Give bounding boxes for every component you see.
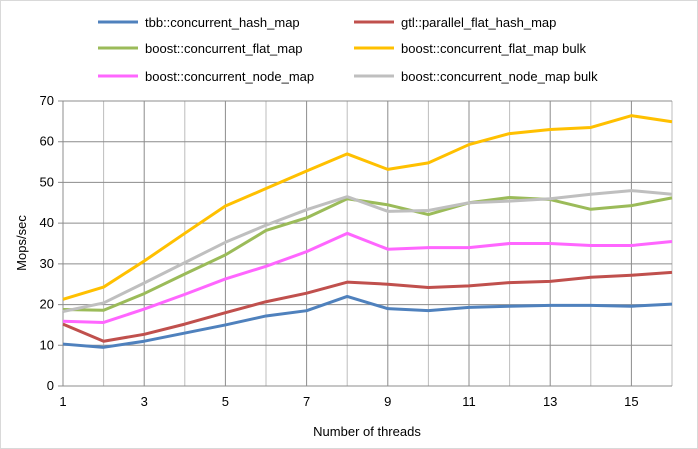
series-line-0 (62, 294, 673, 349)
legend-label: boost::concurrent_node_map bulk (401, 69, 598, 84)
y-tick-label: 20 (40, 297, 54, 312)
x-tick-label: 13 (543, 394, 557, 409)
series-line-2 (62, 195, 673, 312)
y-tick-label: 0 (47, 378, 54, 393)
series-lines (62, 114, 673, 349)
y-tick-label: 60 (40, 134, 54, 149)
y-tick-label: 70 (40, 93, 54, 108)
series-line-3 (62, 114, 673, 301)
y-tick-label: 10 (40, 337, 54, 352)
x-tick-label: 7 (303, 394, 310, 409)
x-tick-label: 1 (59, 394, 66, 409)
y-tick-label: 40 (40, 215, 54, 230)
legend: tbb::concurrent_hash_map gtl::parallel_fl… (98, 15, 598, 84)
x-tick-label: 11 (462, 394, 476, 409)
legend-label: tbb::concurrent_hash_map (145, 15, 300, 30)
x-tick-label: 15 (624, 394, 638, 409)
x-tick-label: 3 (141, 394, 148, 409)
series-line-5 (62, 189, 673, 313)
y-axis-label: Mops/sec (14, 215, 29, 271)
x-tick-label: 9 (384, 394, 391, 409)
y-tick-label: 50 (40, 174, 54, 189)
legend-label: boost::concurrent_node_map (145, 69, 314, 84)
y-tick-label: 30 (40, 256, 54, 271)
series-line-1 (62, 270, 673, 343)
legend-label: boost::concurrent_flat_map (145, 41, 303, 56)
x-tick-label: 5 (222, 394, 229, 409)
x-axis-label: Number of threads (313, 424, 421, 439)
legend-label: gtl::parallel_flat_hash_map (401, 15, 556, 30)
series-line-4 (62, 231, 673, 324)
legend-label: boost::concurrent_flat_map bulk (401, 41, 586, 56)
